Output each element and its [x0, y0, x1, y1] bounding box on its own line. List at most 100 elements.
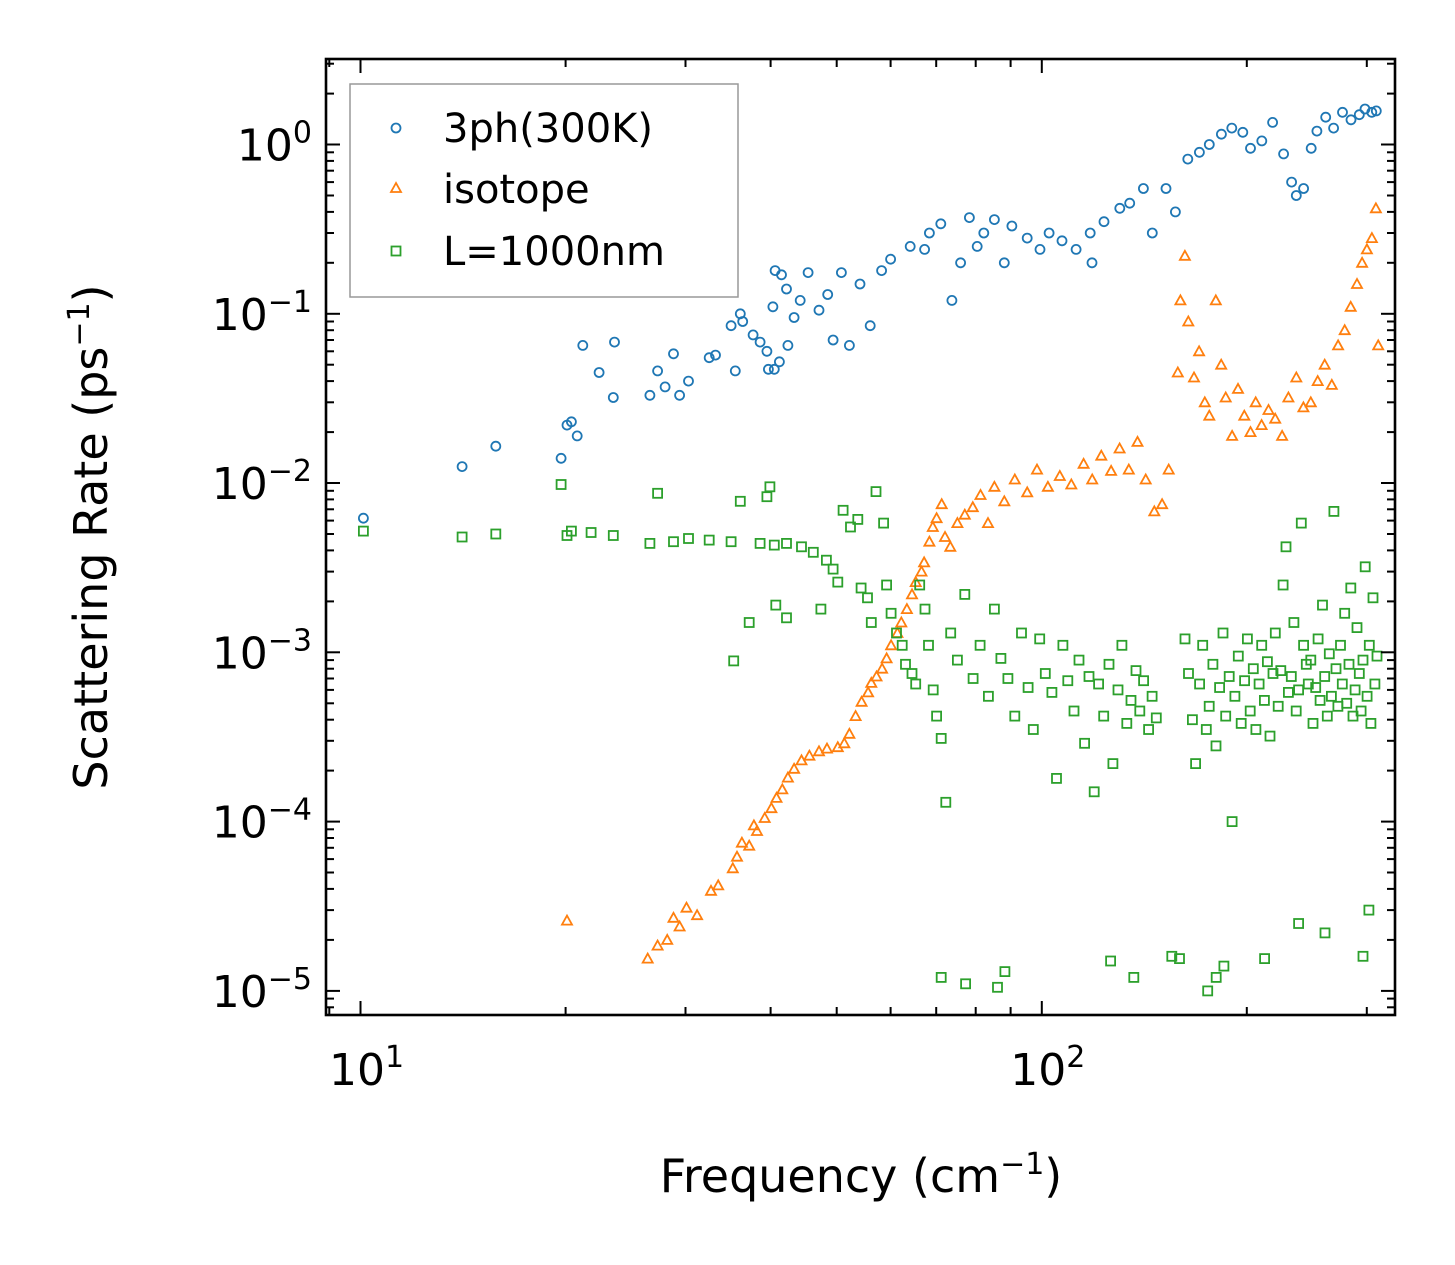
- point-l1000nm: [1357, 654, 1369, 666]
- point-isotope: [1178, 248, 1192, 261]
- point-l1000nm: [781, 538, 792, 549]
- point-l1000nm: [891, 627, 902, 639]
- y-tick-label-base: 10: [212, 628, 268, 679]
- point-3ph: [674, 389, 685, 401]
- point-3ph: [729, 365, 741, 377]
- point-3ph: [813, 304, 825, 316]
- legend-frame: [349, 83, 739, 298]
- x-tick-label: 102: [1010, 1040, 1085, 1096]
- point-l1000nm: [896, 639, 908, 651]
- point-isotope: [769, 791, 784, 803]
- point-isotope: [742, 838, 756, 851]
- point-l1000nm: [1314, 695, 1326, 706]
- point-l1000nm: [1034, 633, 1046, 645]
- point-l1000nm: [1079, 737, 1090, 749]
- point-isotope: [1147, 504, 1161, 517]
- point-3ph: [490, 440, 502, 452]
- point-l1000nm: [1349, 684, 1361, 696]
- point-l1000nm: [1107, 758, 1119, 769]
- point-l1000nm: [989, 603, 1000, 615]
- point-l1000nm: [1319, 927, 1331, 939]
- point-l1000nm: [1183, 668, 1194, 679]
- point-l1000nm: [1267, 668, 1279, 679]
- point-3ph: [737, 316, 749, 327]
- point-isotope: [997, 494, 1011, 507]
- point-l1000nm: [1116, 639, 1128, 651]
- point-l1000nm: [1088, 786, 1100, 798]
- point-isotope: [735, 835, 749, 848]
- point-l1000nm: [1200, 724, 1212, 735]
- point-l1000nm: [862, 592, 873, 604]
- point-l1000nm: [1351, 622, 1363, 633]
- point-isotope: [812, 744, 826, 757]
- point-l1000nm: [1307, 718, 1319, 729]
- point-isotope: [1344, 299, 1358, 312]
- x-axis-label-exponent: −1: [1000, 1147, 1044, 1182]
- y-tick-label: 10−2: [212, 454, 312, 510]
- x-axis-label-base: Frequency (cm: [660, 1149, 1000, 1203]
- point-l1000nm: [566, 525, 577, 537]
- point-3ph: [1124, 197, 1136, 209]
- x-tick-label-base: 10: [329, 1045, 385, 1096]
- point-l1000nm: [1319, 671, 1331, 682]
- point-l1000nm: [652, 487, 663, 499]
- y-axis-label-exponent: −1: [62, 302, 97, 346]
- point-isotope: [1268, 411, 1282, 424]
- series-square-group: [357, 479, 1383, 997]
- point-3ph: [989, 214, 1000, 226]
- point-3ph: [1160, 183, 1172, 194]
- point-3ph: [1267, 117, 1278, 128]
- point-l1000nm: [1256, 639, 1268, 651]
- point-l1000nm: [1128, 972, 1140, 983]
- point-3ph: [577, 339, 589, 351]
- point-isotope: [666, 910, 681, 923]
- point-l1000nm: [1341, 697, 1353, 709]
- point-l1000nm: [1361, 690, 1373, 702]
- point-3ph: [876, 265, 887, 277]
- point-3ph: [593, 367, 605, 378]
- point-l1000nm: [837, 504, 849, 516]
- point-isotope: [869, 669, 884, 682]
- point-isotope: [1122, 462, 1136, 475]
- y-tick-label: 100: [237, 116, 312, 172]
- point-l1000nm: [644, 538, 656, 549]
- point-isotope: [926, 520, 940, 532]
- y-tick-label-exponent: −4: [268, 793, 312, 828]
- point-isotope: [1365, 231, 1379, 244]
- point-l1000nm: [1098, 710, 1110, 722]
- point-l1000nm: [1039, 668, 1051, 679]
- point-3ph: [955, 257, 966, 269]
- point-isotope: [787, 761, 801, 774]
- point-3ph: [935, 218, 947, 230]
- point-3ph: [683, 375, 694, 387]
- point-l1000nm: [1105, 955, 1116, 967]
- point-l1000nm: [668, 536, 679, 548]
- point-isotope: [1192, 344, 1206, 357]
- point-l1000nm: [761, 491, 773, 503]
- point-l1000nm: [1259, 953, 1270, 964]
- point-3ph: [1353, 109, 1365, 121]
- point-isotope: [758, 811, 772, 823]
- point-3ph: [924, 227, 935, 239]
- point-l1000nm: [1359, 561, 1371, 573]
- point-l1000nm: [1226, 816, 1238, 827]
- point-3ph: [1070, 243, 1082, 255]
- point-l1000nm: [983, 690, 994, 702]
- point-l1000nm: [959, 589, 971, 600]
- plot-frame: [324, 57, 1397, 1017]
- point-isotope: [660, 933, 674, 945]
- point-l1000nm: [1242, 633, 1253, 645]
- point-isotope: [884, 638, 898, 651]
- point-l1000nm: [1207, 658, 1219, 670]
- point-l1000nm: [1009, 710, 1021, 722]
- point-3ph: [1237, 126, 1249, 138]
- point-isotope: [1053, 469, 1067, 481]
- point-isotope: [1030, 462, 1044, 475]
- point-3ph: [1345, 114, 1357, 126]
- point-l1000nm: [728, 655, 740, 667]
- point-3ph: [822, 289, 834, 300]
- point-3ph: [659, 381, 671, 393]
- point-l1000nm: [1203, 700, 1215, 712]
- point-isotope: [1162, 462, 1176, 475]
